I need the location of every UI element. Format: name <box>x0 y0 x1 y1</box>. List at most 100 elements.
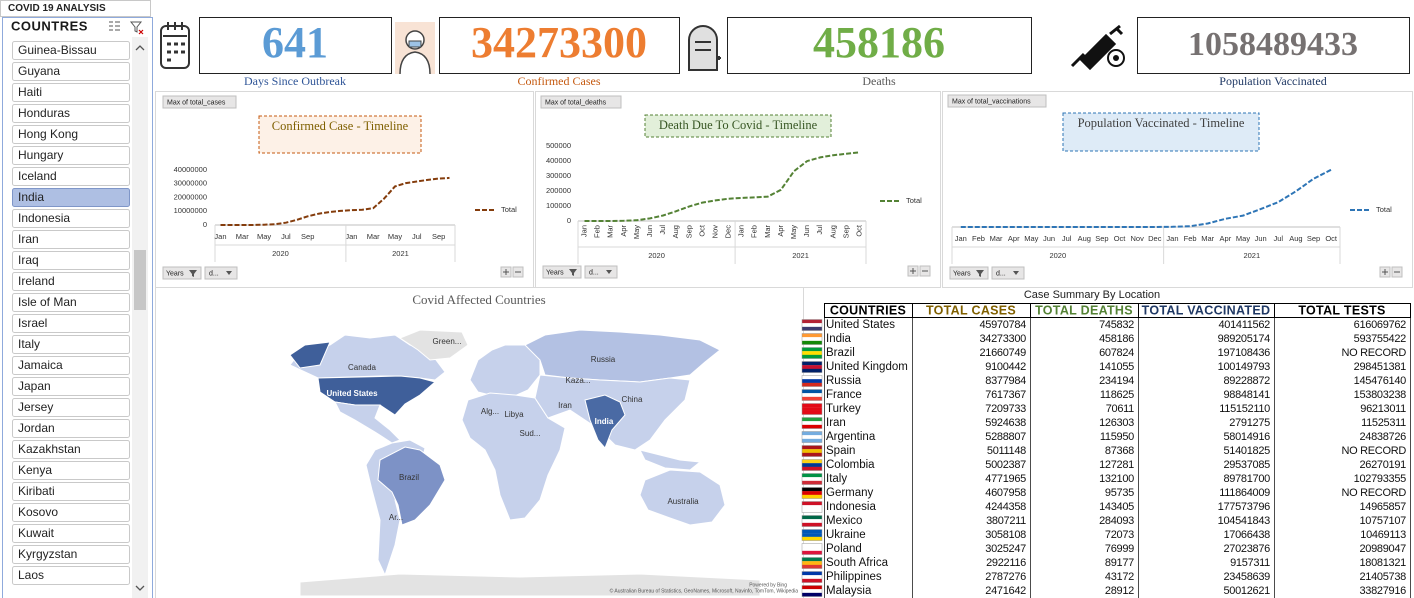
map-region <box>334 401 401 444</box>
multi-select-icon[interactable] <box>109 21 120 31</box>
map-region <box>299 573 761 597</box>
flag-stripe <box>802 515 822 520</box>
map-region <box>639 449 702 471</box>
filter-button-label: d... <box>589 269 599 276</box>
slicer-item[interactable] <box>12 62 130 81</box>
map-region <box>461 392 566 521</box>
flag-stripe <box>802 417 822 422</box>
map-region <box>584 394 626 449</box>
slicer-item[interactable] <box>12 188 130 207</box>
slicer-item[interactable] <box>12 314 130 333</box>
kpi-value: 1058489433 <box>1188 26 1358 63</box>
slicer-item[interactable] <box>12 440 130 459</box>
kpi-card <box>199 17 392 74</box>
slicer-item[interactable] <box>12 524 130 543</box>
slicer-item[interactable] <box>12 272 130 291</box>
scrollbar-thumb[interactable] <box>134 250 146 310</box>
scroll-down[interactable] <box>135 585 145 591</box>
x-tick-label: Apr <box>776 224 785 236</box>
slicer-item-label: Haiti <box>18 85 42 99</box>
table-country: Germany <box>826 487 874 499</box>
x-tick-label: Jun <box>802 225 811 237</box>
table-country: Poland <box>826 543 862 555</box>
kpi-label: Confirmed Cases <box>518 74 601 88</box>
x-tick-label: Feb <box>1184 234 1197 243</box>
slicer-item[interactable] <box>12 482 130 501</box>
slicer-item-label: Iceland <box>18 169 57 183</box>
x-tick-label: May <box>388 232 402 241</box>
flag-border <box>801 445 823 457</box>
slicer-item-label: Kyrgyzstan <box>18 547 77 561</box>
table-value: 2471642 <box>985 585 1026 597</box>
map-label: United States <box>326 389 378 398</box>
slicer-item-label: Kiribati <box>18 484 55 498</box>
slicer-item[interactable] <box>12 335 130 354</box>
slicer-item[interactable] <box>12 356 130 375</box>
table-country: India <box>826 333 852 345</box>
table-value: 143405 <box>1099 501 1134 513</box>
slicer-item[interactable] <box>12 230 130 249</box>
table-value: 401411562 <box>1218 319 1270 331</box>
filter-button[interactable] <box>584 265 618 279</box>
x-tick-label: Jun <box>645 225 654 237</box>
flag-stripe <box>802 389 822 394</box>
flag-border <box>801 417 823 429</box>
kpi-card <box>727 17 1032 74</box>
slicer-item[interactable] <box>12 293 130 312</box>
kpi-value: 34273300 <box>471 18 647 67</box>
flag-stripe <box>802 533 822 537</box>
slicer-title: COUNTRES <box>11 18 88 33</box>
slicer-item-label: Jamaica <box>18 358 63 372</box>
table-value: NO RECORD <box>1341 347 1406 359</box>
calendar-rings <box>163 22 187 37</box>
slicer-item[interactable] <box>12 419 130 438</box>
slicer-item[interactable] <box>12 146 130 165</box>
table-value: 87368 <box>1105 445 1134 457</box>
slicer-item[interactable] <box>12 377 130 396</box>
slicer-item[interactable] <box>12 461 130 480</box>
map-label: China <box>622 395 643 404</box>
slicer-item[interactable] <box>12 41 130 60</box>
slicer-item[interactable] <box>12 503 130 522</box>
x-tick-label: Jun <box>1043 234 1055 243</box>
slicer-item[interactable] <box>12 398 130 417</box>
flag-stripe <box>802 557 822 562</box>
filter-button[interactable] <box>204 266 238 280</box>
slicer-item[interactable] <box>12 167 130 186</box>
slicer-item[interactable] <box>12 251 130 270</box>
slicer-item[interactable] <box>12 545 130 564</box>
slicer-item[interactable] <box>12 104 130 123</box>
table-value: 5002387 <box>985 459 1026 471</box>
slicer-item[interactable] <box>12 125 130 144</box>
map-label: India <box>595 417 614 426</box>
flag-stripe <box>802 571 822 576</box>
slicer-item[interactable] <box>12 83 130 102</box>
flag-stripe <box>802 501 822 506</box>
field-button[interactable] <box>162 95 237 109</box>
table-country: United States <box>826 319 895 331</box>
clear-filter-icon[interactable] <box>129 21 143 33</box>
x-tick-label: Oct <box>697 224 706 237</box>
x-tick-label: Dec <box>1148 234 1162 243</box>
filter-icon <box>976 270 984 277</box>
field-button[interactable] <box>947 94 1047 108</box>
flag-stripe <box>802 421 822 425</box>
syringe-body <box>1070 24 1124 71</box>
flag-border <box>801 333 823 345</box>
table-value: 458186 <box>1099 333 1134 345</box>
x-tick-label: Jan <box>580 225 589 237</box>
slicer-item[interactable] <box>12 209 130 228</box>
scroll-up[interactable] <box>135 45 145 51</box>
calendar-icon <box>160 25 190 69</box>
flag-stripe <box>802 351 822 355</box>
field-button[interactable] <box>540 95 622 109</box>
flag-stripe <box>802 543 822 548</box>
flag-stripe <box>802 379 822 383</box>
flag-border <box>801 501 823 513</box>
filter-button-label: d... <box>996 270 1006 277</box>
filter-button[interactable] <box>991 266 1025 280</box>
table-value: 102793355 <box>1354 473 1407 485</box>
slicer-item[interactable] <box>12 566 130 585</box>
kpi-value: 458186 <box>813 18 945 67</box>
x-tick-label: Nov <box>1131 234 1145 243</box>
